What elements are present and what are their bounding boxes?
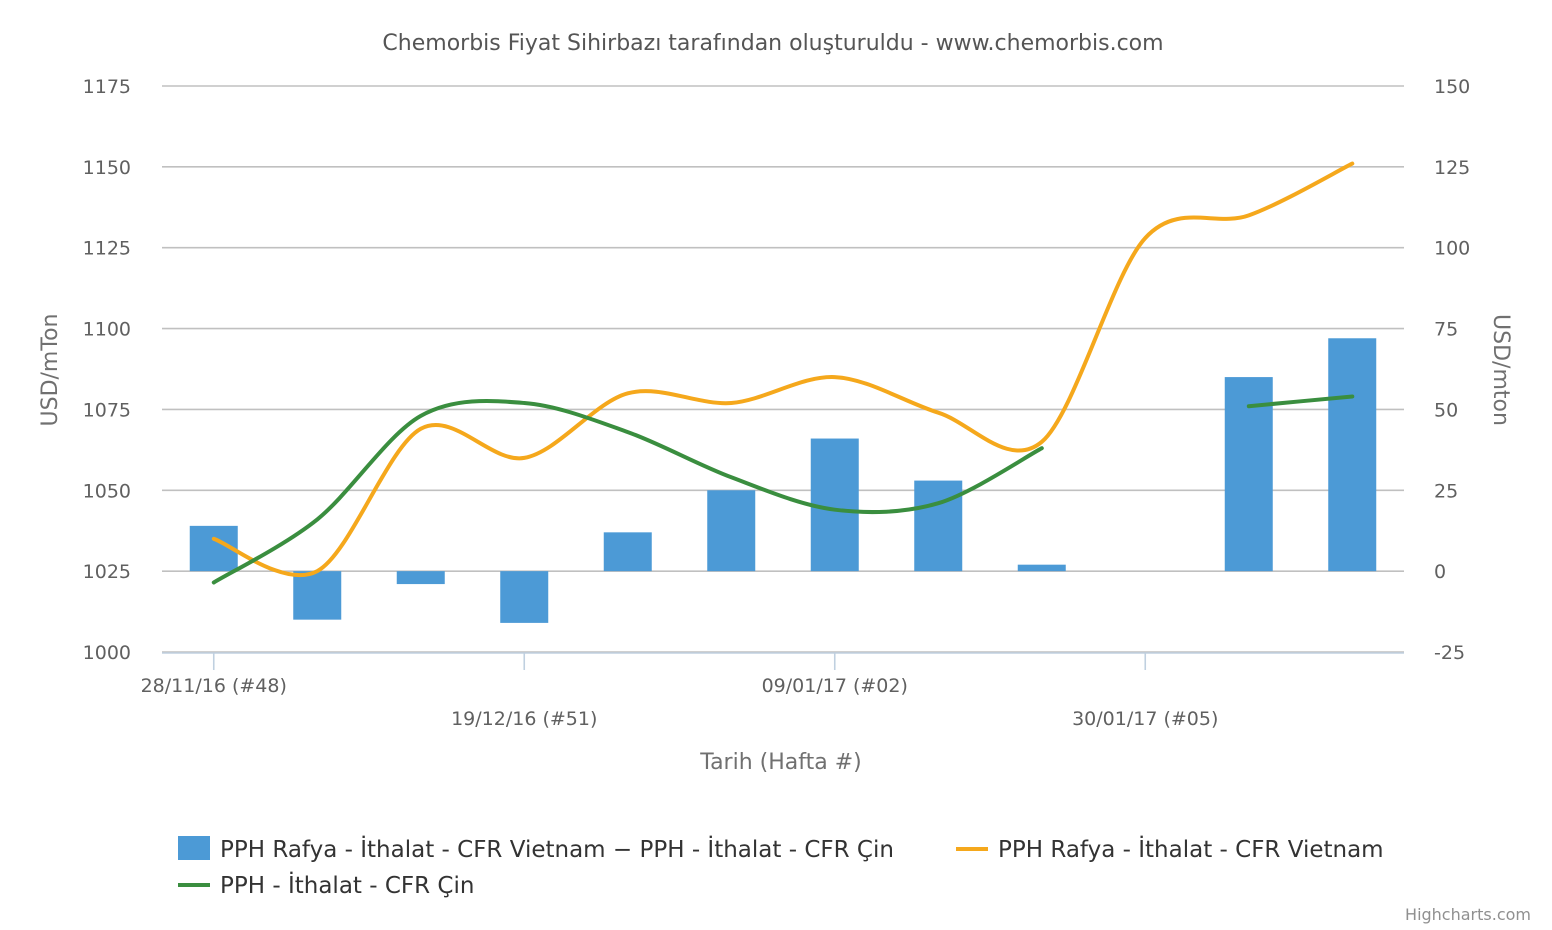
x-tick-label: 19/12/16 (#51): [451, 708, 597, 730]
legend-item-label[interactable]: PPH Rafya - İthalat - CFR Vietnam: [998, 835, 1384, 863]
bar: [1017, 564, 1066, 572]
left-tick-label: 1100: [83, 319, 131, 341]
bar: [914, 480, 963, 572]
series-line: [1246, 394, 1355, 409]
bar: [500, 571, 549, 623]
x-tick-label: 28/11/16 (#48): [141, 675, 287, 697]
chart-title: Chemorbis Fiyat Sihirbazı tarafından olu…: [382, 31, 1163, 56]
left-tick-label: 1050: [83, 480, 131, 502]
right-tick-label: 75: [1434, 319, 1458, 341]
gridlines: [162, 85, 1404, 653]
bar: [396, 571, 445, 585]
right-tick-label: 125: [1434, 157, 1470, 179]
right-axis-title: USD/mton: [1488, 314, 1513, 426]
series-line: [211, 399, 1044, 585]
bar: [1328, 338, 1377, 572]
left-tick-label: 1025: [83, 561, 131, 583]
x-tick-label: 09/01/17 (#02): [762, 675, 908, 697]
right-tick-label: 25: [1434, 480, 1458, 502]
left-axis-ticks: 1000 1025 1050 1075 1100 1125 1150 1175: [83, 76, 131, 664]
left-tick-label: 1075: [83, 399, 131, 421]
credits-link[interactable]: Highcharts.com: [1405, 905, 1531, 924]
legend-bar-swatch: [178, 836, 210, 860]
left-axis-title: USD/mTon: [38, 314, 63, 427]
right-tick-label: -25: [1434, 642, 1465, 664]
right-tick-label: 50: [1434, 399, 1458, 421]
right-tick-label: 150: [1434, 76, 1470, 98]
left-tick-label: 1150: [83, 157, 131, 179]
x-axis-title: Tarih (Hafta #): [699, 750, 861, 775]
bar: [293, 571, 342, 620]
bar: [707, 490, 756, 572]
line-series: [211, 161, 1355, 585]
legend: PPH Rafya - İthalat - CFR Vietnam − PPH …: [178, 835, 1384, 899]
bar: [810, 438, 859, 572]
x-tick-label: 30/01/17 (#05): [1072, 708, 1218, 730]
left-tick-label: 1175: [83, 76, 131, 98]
bar: [1224, 377, 1273, 572]
right-tick-label: 0: [1434, 561, 1446, 583]
left-tick-label: 1125: [83, 238, 131, 260]
legend-item-label[interactable]: PPH - İthalat - CFR Çin: [220, 871, 474, 899]
legend-item-label[interactable]: PPH Rafya - İthalat - CFR Vietnam − PPH …: [220, 835, 894, 863]
x-axis: 28/11/16 (#48) 19/12/16 (#51) 09/01/17 (#0…: [141, 652, 1404, 730]
bar: [603, 532, 652, 572]
left-tick-label: 1000: [83, 642, 131, 664]
series-line: [211, 161, 1355, 578]
right-axis-ticks: -25 0 25 50 75 100 125 150: [1434, 76, 1470, 664]
bar-series: [189, 338, 1377, 623]
right-tick-label: 100: [1434, 238, 1470, 260]
